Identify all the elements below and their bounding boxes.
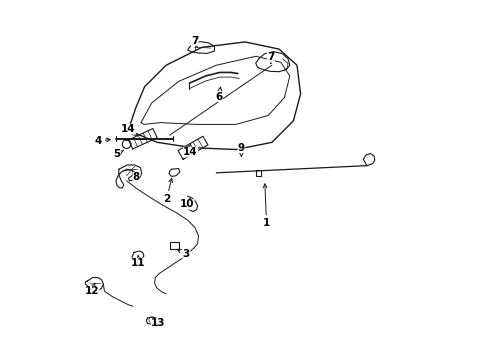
Text: 3: 3 xyxy=(177,249,190,259)
Text: 11: 11 xyxy=(131,255,146,268)
Text: 9: 9 xyxy=(238,143,245,157)
Text: 14: 14 xyxy=(121,124,137,136)
Text: 6: 6 xyxy=(216,87,223,102)
Text: 12: 12 xyxy=(85,283,99,296)
Text: 7: 7 xyxy=(191,36,198,47)
Text: 10: 10 xyxy=(180,199,194,210)
Text: 7: 7 xyxy=(267,52,274,63)
Text: 13: 13 xyxy=(151,319,166,328)
Text: 1: 1 xyxy=(263,184,270,228)
Text: 5: 5 xyxy=(113,149,123,159)
Text: 8: 8 xyxy=(133,171,140,182)
Text: 4: 4 xyxy=(95,136,110,146)
Text: 2: 2 xyxy=(163,178,172,204)
Text: 14: 14 xyxy=(183,144,198,157)
